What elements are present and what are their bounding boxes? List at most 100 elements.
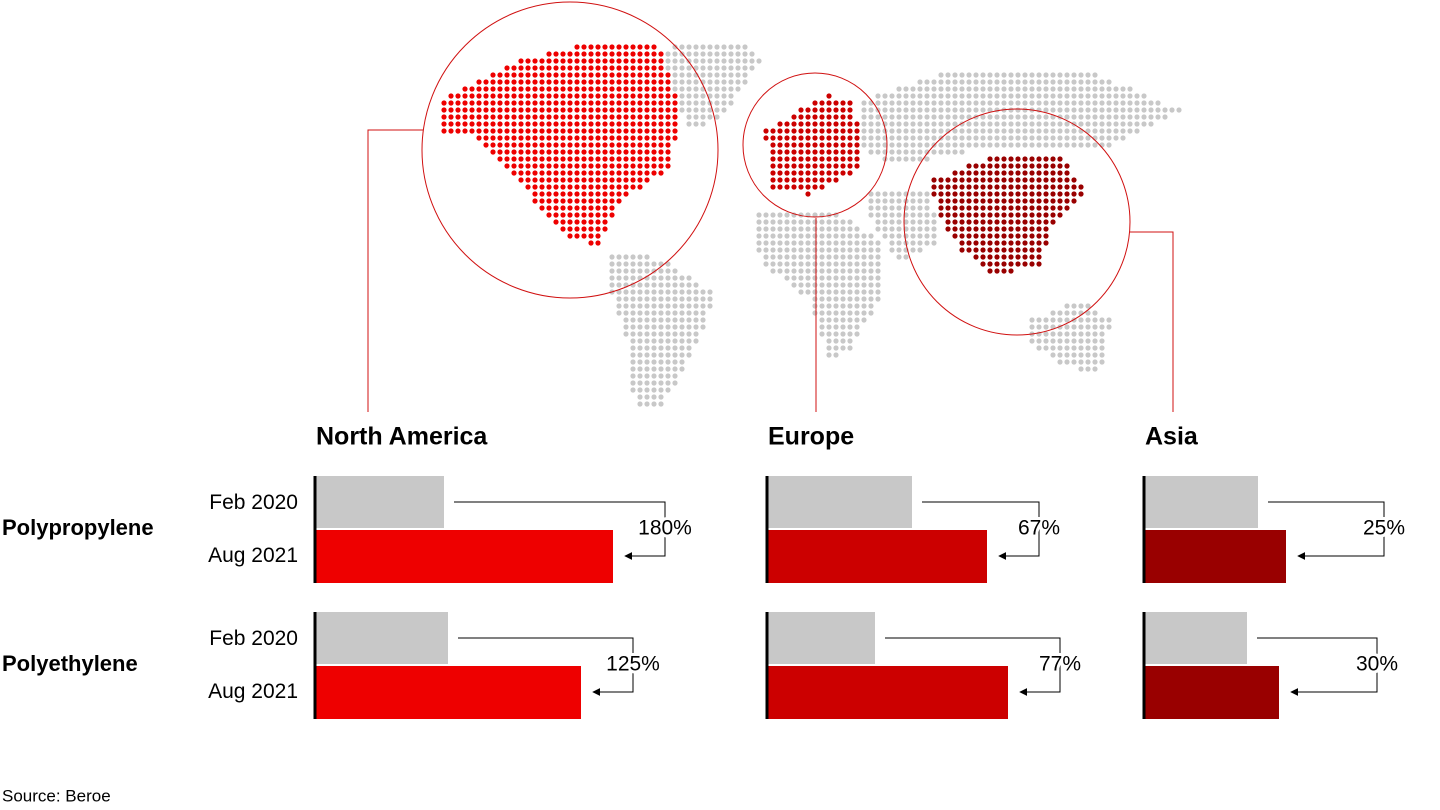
map-dot	[973, 142, 979, 148]
map-dot	[952, 184, 958, 190]
map-dot	[693, 338, 699, 344]
map-dot	[658, 338, 664, 344]
map-dot	[644, 324, 650, 330]
map-dot	[532, 198, 538, 204]
map-dot	[1064, 86, 1070, 92]
map-dot	[959, 191, 965, 197]
map-dot	[553, 170, 559, 176]
map-dot	[945, 205, 951, 211]
map-dot	[651, 135, 657, 141]
map-dot	[826, 163, 832, 169]
map-dot	[581, 93, 587, 99]
map-dot	[1078, 191, 1084, 197]
map-dot	[931, 212, 937, 218]
map-dot	[1064, 352, 1070, 358]
map-dot	[1022, 170, 1028, 176]
map-dot	[623, 170, 629, 176]
map-dot	[1057, 163, 1063, 169]
map-dot	[644, 282, 650, 288]
map-dot	[1064, 324, 1070, 330]
bar	[316, 612, 448, 664]
map-dot	[854, 128, 860, 134]
map-dot	[448, 121, 454, 127]
map-dot	[924, 219, 930, 225]
map-dot	[952, 205, 958, 211]
map-dot	[1057, 100, 1063, 106]
map-dot	[896, 233, 902, 239]
map-dot	[1120, 114, 1126, 120]
map-dot	[721, 86, 727, 92]
map-dot	[1071, 114, 1077, 120]
map-dot	[833, 261, 839, 267]
map-dot	[777, 156, 783, 162]
map-dot	[987, 128, 993, 134]
map-dot	[630, 373, 636, 379]
map-dot	[532, 93, 538, 99]
map-dot	[532, 163, 538, 169]
map-dot	[679, 100, 685, 106]
map-dot	[784, 240, 790, 246]
map-dot	[644, 100, 650, 106]
map-dot	[882, 100, 888, 106]
map-dot	[595, 170, 601, 176]
map-dot	[770, 268, 776, 274]
map-dot	[1001, 254, 1007, 260]
map-dot	[756, 233, 762, 239]
map-dot	[833, 219, 839, 225]
map-dot	[721, 58, 727, 64]
map-dot	[658, 51, 664, 57]
map-dot	[525, 65, 531, 71]
map-dot	[1078, 352, 1084, 358]
map-dot	[777, 240, 783, 246]
map-dot	[805, 275, 811, 281]
map-dot	[1022, 142, 1028, 148]
map-dot	[658, 114, 664, 120]
map-dot	[672, 128, 678, 134]
map-dot	[1015, 219, 1021, 225]
map-dot	[644, 380, 650, 386]
map-dot	[952, 191, 958, 197]
map-dot	[707, 58, 713, 64]
map-dot	[546, 198, 552, 204]
map-dot	[462, 107, 468, 113]
map-dot	[483, 86, 489, 92]
map-dot	[875, 149, 881, 155]
map-dot	[637, 282, 643, 288]
map-dot	[595, 191, 601, 197]
map-dot	[518, 149, 524, 155]
map-dot	[511, 93, 517, 99]
map-dot	[700, 296, 706, 302]
map-dot	[1015, 142, 1021, 148]
map-dot	[483, 121, 489, 127]
bar	[1145, 612, 1247, 664]
map-dot	[497, 100, 503, 106]
map-dot	[1008, 184, 1014, 190]
map-dot	[812, 219, 818, 225]
map-dot	[924, 86, 930, 92]
map-dot	[1008, 135, 1014, 141]
map-dot	[791, 149, 797, 155]
map-dot	[693, 107, 699, 113]
map-dot	[1120, 121, 1126, 127]
map-dot	[910, 212, 916, 218]
map-dot	[1001, 219, 1007, 225]
map-dot	[1043, 114, 1049, 120]
map-dot	[847, 170, 853, 176]
map-dot	[966, 233, 972, 239]
map-dot	[518, 107, 524, 113]
map-dot	[1099, 324, 1105, 330]
map-dot	[686, 282, 692, 288]
map-dot	[707, 296, 713, 302]
map-dot	[994, 268, 1000, 274]
map-dot	[539, 156, 545, 162]
map-dot	[868, 121, 874, 127]
map-dot	[721, 79, 727, 85]
map-dot	[483, 79, 489, 85]
map-dot	[693, 65, 699, 71]
map-dot	[609, 51, 615, 57]
map-dot	[875, 268, 881, 274]
map-dot	[469, 100, 475, 106]
map-dot	[1022, 212, 1028, 218]
map-dot	[1036, 226, 1042, 232]
map-dot	[1029, 317, 1035, 323]
